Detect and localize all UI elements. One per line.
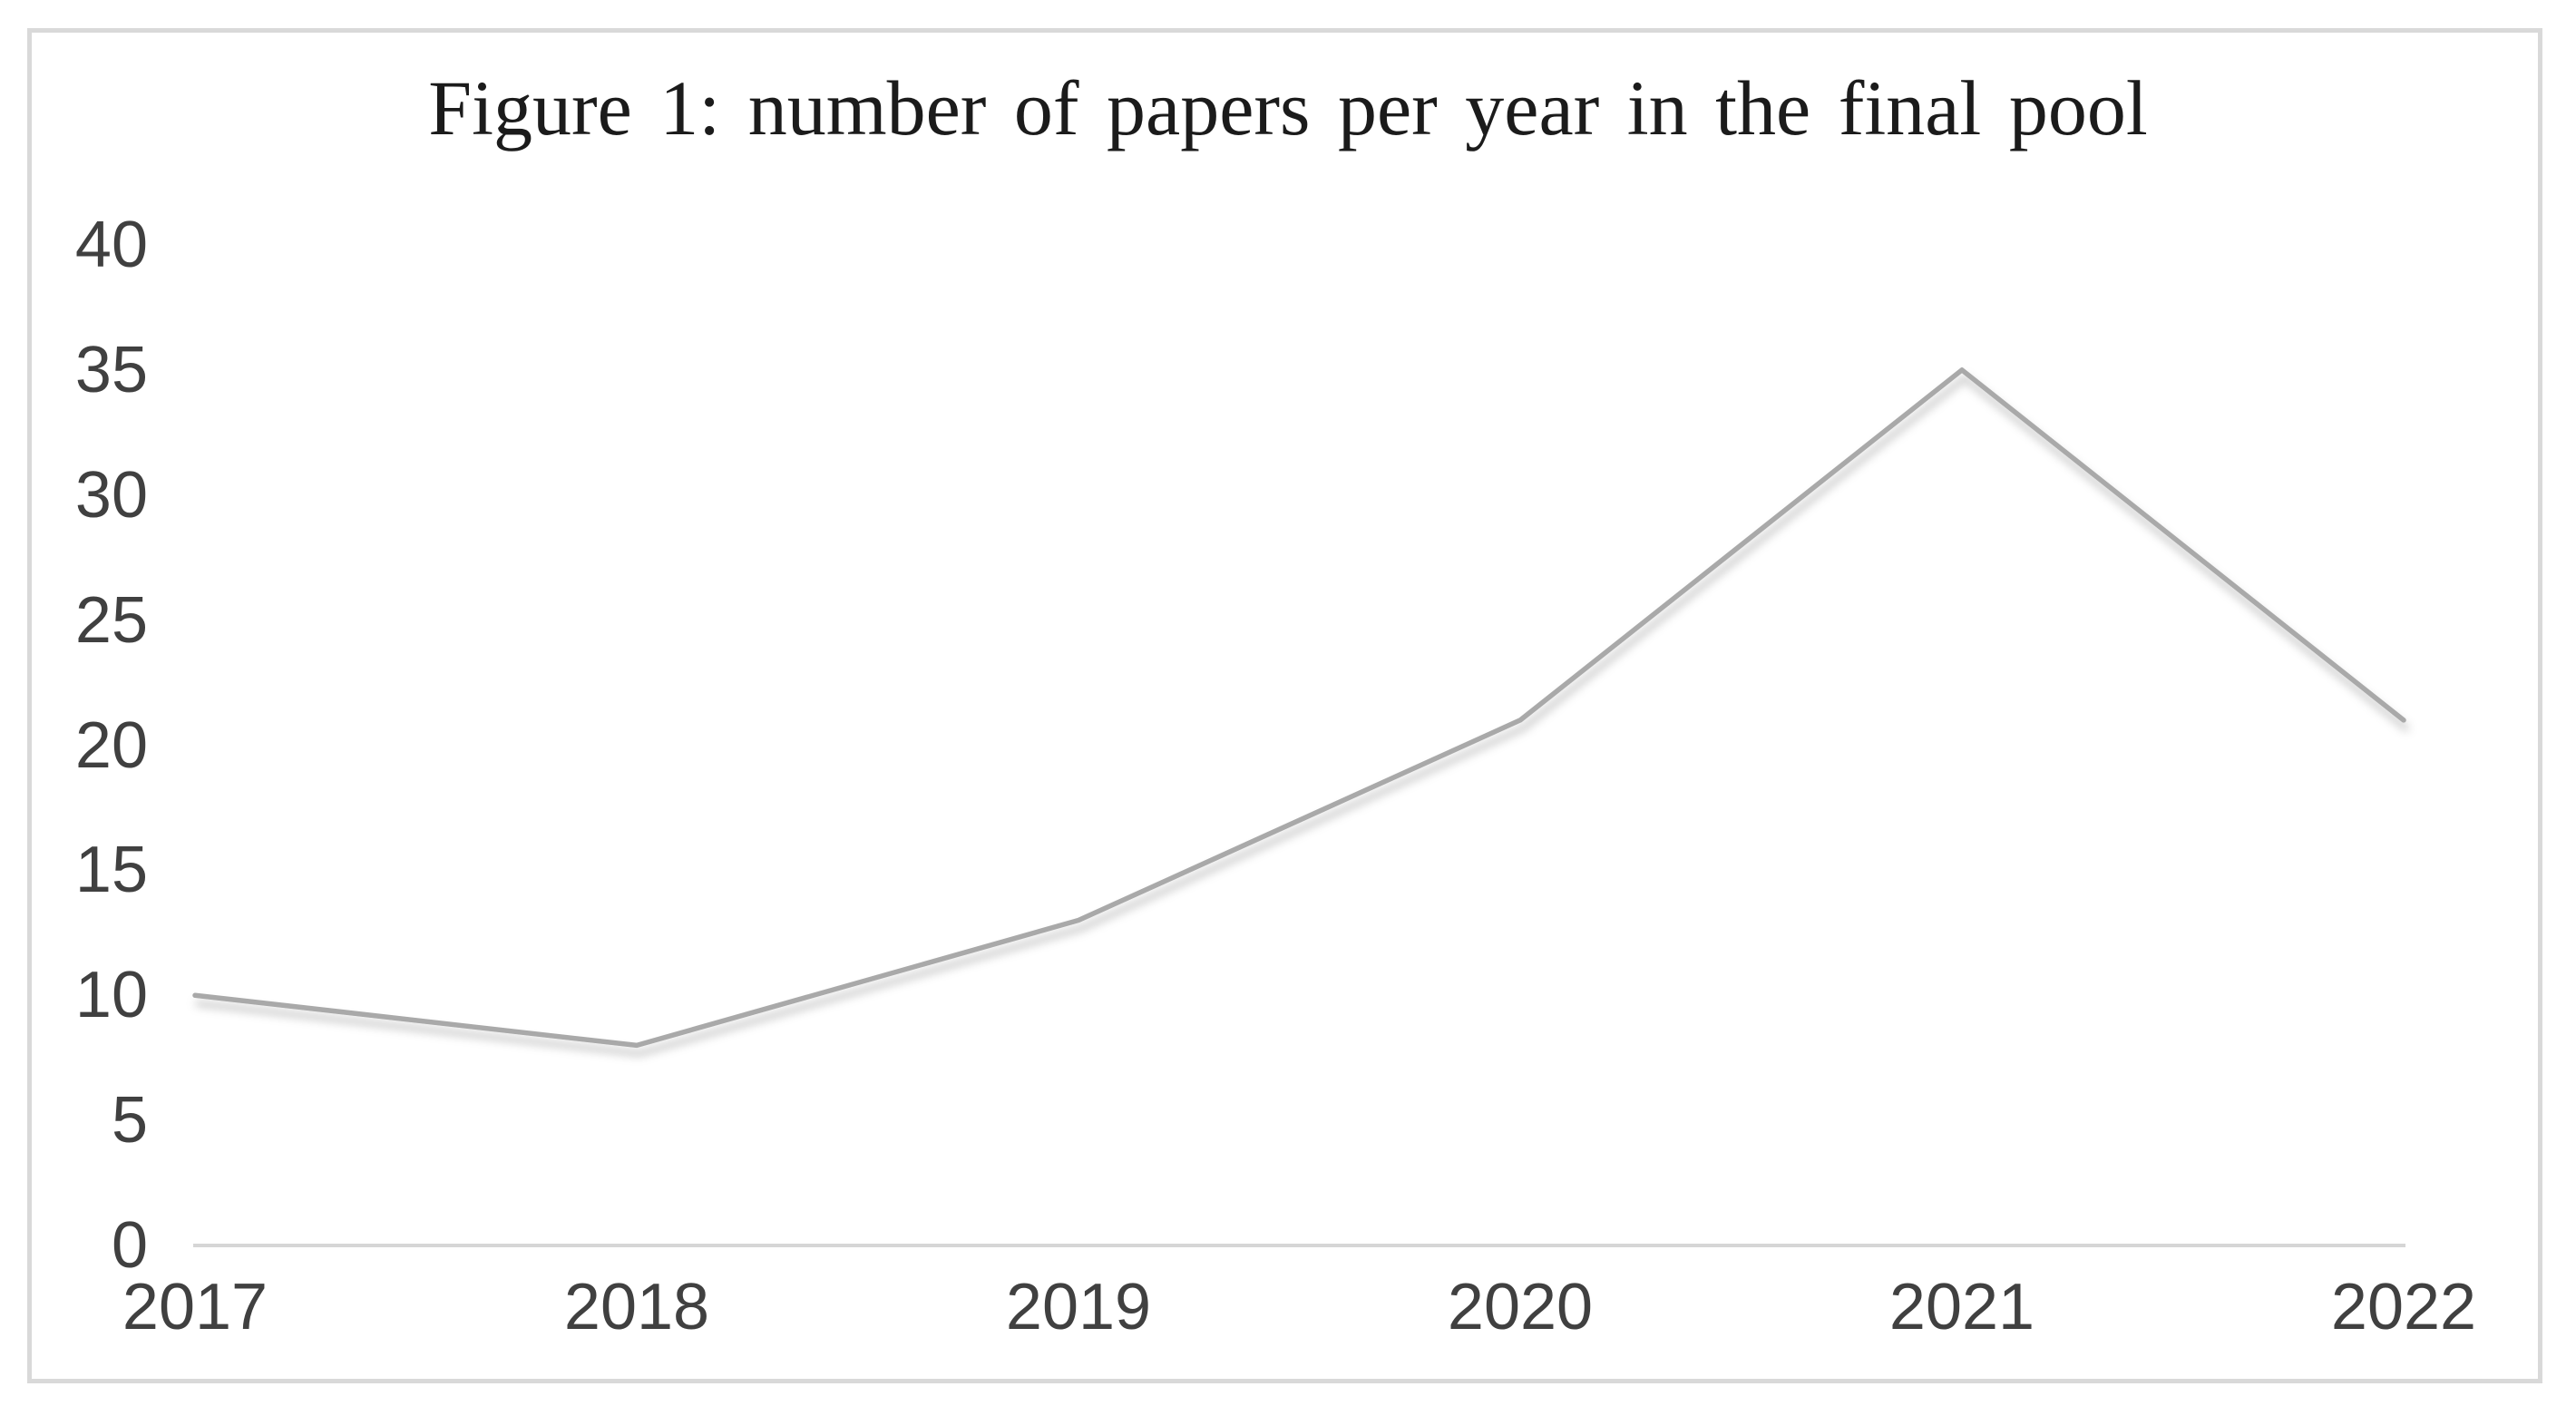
x-tick-label: 2020 <box>1447 1271 1594 1343</box>
y-tick-label: 5 <box>111 1084 148 1157</box>
y-tick-label: 40 <box>74 209 148 281</box>
y-tick-label: 30 <box>74 458 148 532</box>
x-tick-label: 2022 <box>2330 1271 2477 1343</box>
x-tick-label: 2021 <box>1888 1271 2035 1343</box>
y-tick-label: 20 <box>74 708 148 782</box>
y-tick-label: 15 <box>74 834 148 907</box>
x-tick-label: 2017 <box>122 1271 268 1343</box>
chart-frame <box>27 28 2542 1383</box>
x-tick-label: 2019 <box>1005 1271 1152 1343</box>
y-tick-label: 25 <box>74 583 148 657</box>
y-tick-label: 0 <box>111 1209 148 1282</box>
chart-title: Figure 1: number of papers per year in t… <box>428 64 2148 151</box>
x-tick-label: 2018 <box>563 1271 710 1343</box>
y-tick-label: 10 <box>74 959 148 1032</box>
y-tick-label: 35 <box>74 333 148 406</box>
x-axis-line <box>193 1244 2405 1247</box>
